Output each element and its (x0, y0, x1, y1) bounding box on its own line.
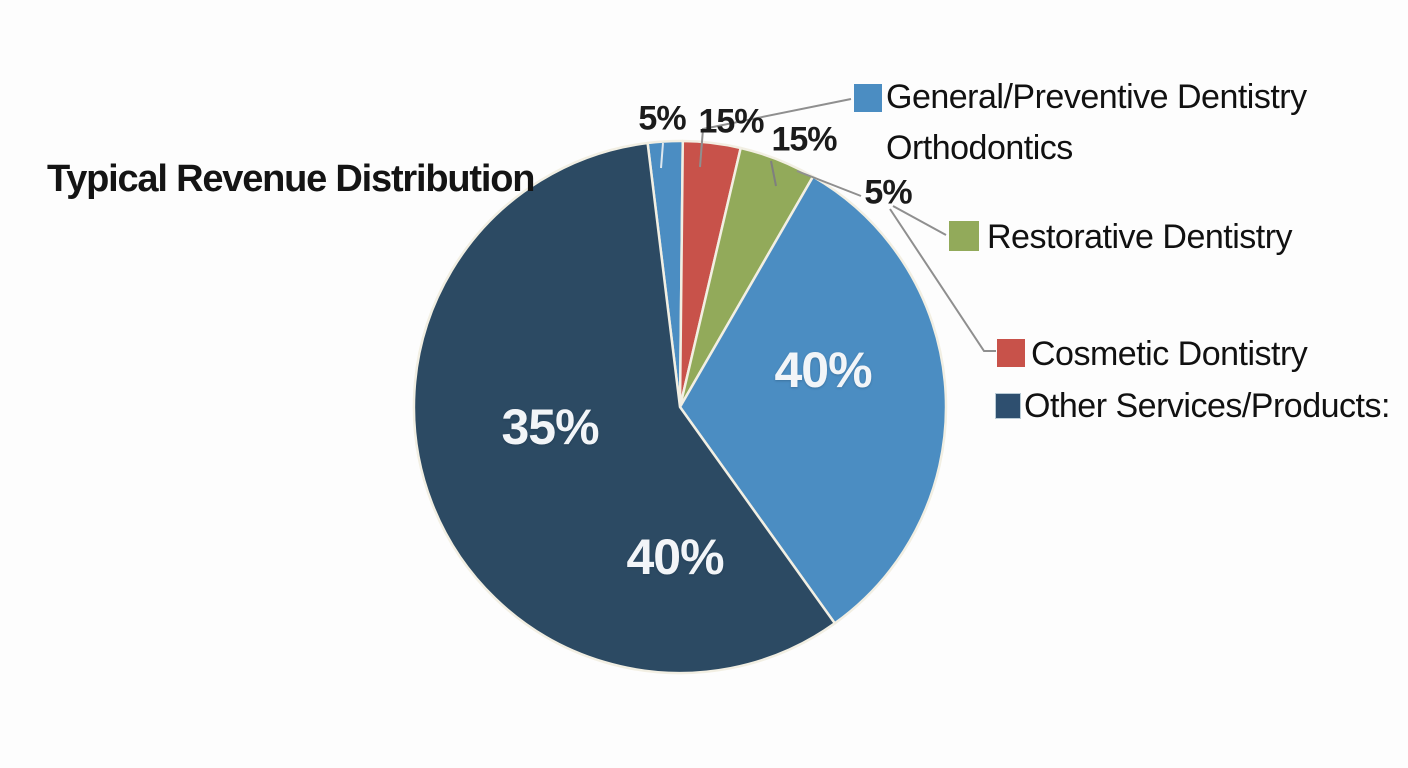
legend-swatch-restorative (949, 221, 979, 251)
legend-swatch-cosmetic (997, 339, 1025, 367)
chart-title: Typical Revenue Distribution (47, 158, 535, 200)
percent-label-outside-restorative: 15% (771, 120, 837, 159)
leader-line-sliver-tick (660, 142, 664, 169)
pie-slice-main-light-blue (678, 175, 948, 625)
pie-slice-other-services (412, 141, 837, 675)
leader-line-5pct-to-restorative (892, 205, 947, 236)
legend-swatch-other-services (995, 393, 1021, 419)
legend-item-general-preventive: General/Preventive Dentistry (886, 78, 1307, 116)
leader-line-5pct-to-cosmetic (889, 208, 996, 352)
legend-item-restorative: Restorative Dentistry (987, 218, 1293, 256)
leader-line-edge-to-5pct (796, 170, 862, 197)
percent-label-outside-general-sliver: 5% (638, 99, 686, 138)
leader-line-restorative-tick (770, 160, 777, 187)
legend-item-orthodontics: Orthodontics (886, 129, 1073, 167)
percent-label-inside-dark-bottom: 40% (626, 529, 724, 585)
leader-line-general-leader (699, 98, 852, 168)
legend-item-cosmetic: Cosmetic Dontistry (1031, 335, 1308, 373)
percent-label-inside-dark-left: 35% (501, 399, 599, 455)
percent-label-outside-cosmetic: 15% (698, 102, 764, 141)
legend-item-other-services: Other Services/Products: (1024, 387, 1390, 425)
percent-label-inside-light-blue: 40% (774, 342, 872, 398)
legend-swatch-general-preventive (854, 84, 882, 112)
percent-label-outside-callout: 5% (864, 173, 912, 212)
